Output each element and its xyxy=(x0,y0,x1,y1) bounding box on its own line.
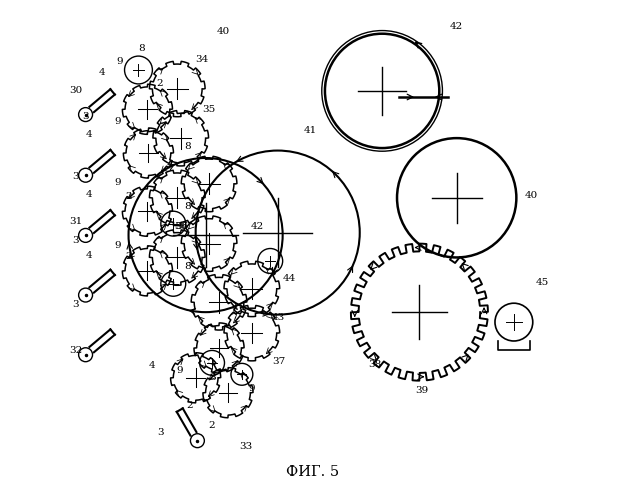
Text: 42: 42 xyxy=(251,222,264,231)
Text: 2: 2 xyxy=(125,252,132,261)
Text: 8: 8 xyxy=(184,202,191,211)
Text: 33: 33 xyxy=(239,442,252,451)
Text: 45: 45 xyxy=(536,278,549,287)
Text: 40: 40 xyxy=(524,191,538,200)
Text: 30: 30 xyxy=(70,86,83,96)
Text: 31: 31 xyxy=(70,216,83,226)
Text: 9: 9 xyxy=(116,56,123,66)
Text: 9: 9 xyxy=(114,178,121,188)
Text: 3: 3 xyxy=(158,428,164,438)
Text: 32: 32 xyxy=(70,346,83,355)
Text: 3: 3 xyxy=(72,236,79,244)
Text: 44: 44 xyxy=(282,274,296,283)
Text: 2: 2 xyxy=(208,420,215,430)
Text: 8: 8 xyxy=(139,44,145,53)
Text: 36: 36 xyxy=(175,222,188,231)
Text: 40: 40 xyxy=(216,26,229,36)
Text: 2: 2 xyxy=(186,400,193,409)
Text: 9: 9 xyxy=(114,117,121,126)
Text: 37: 37 xyxy=(272,358,286,366)
Text: 9: 9 xyxy=(248,384,254,392)
Text: 36: 36 xyxy=(174,222,188,230)
Text: 4: 4 xyxy=(86,130,92,138)
Text: 43: 43 xyxy=(272,312,286,322)
Text: 4: 4 xyxy=(149,361,156,370)
Text: 8: 8 xyxy=(184,142,191,151)
Text: 8: 8 xyxy=(210,374,216,382)
Text: 9: 9 xyxy=(176,366,183,375)
Text: 42: 42 xyxy=(450,22,463,31)
Text: 2: 2 xyxy=(125,192,132,202)
Text: 2: 2 xyxy=(156,79,163,88)
Text: 38: 38 xyxy=(368,360,381,369)
Text: 34: 34 xyxy=(196,55,209,64)
Text: ФИГ. 5: ФИГ. 5 xyxy=(286,464,339,478)
Text: 9: 9 xyxy=(114,240,121,250)
Text: 4: 4 xyxy=(99,68,106,77)
Text: 41: 41 xyxy=(303,126,317,135)
Text: 8: 8 xyxy=(184,262,191,271)
Text: 39: 39 xyxy=(415,386,429,394)
Text: 3: 3 xyxy=(82,112,89,121)
Text: 35: 35 xyxy=(202,106,216,114)
Text: 3: 3 xyxy=(72,300,79,309)
Text: 4: 4 xyxy=(86,190,92,199)
Text: 4: 4 xyxy=(86,252,92,260)
Text: 3: 3 xyxy=(72,172,79,181)
